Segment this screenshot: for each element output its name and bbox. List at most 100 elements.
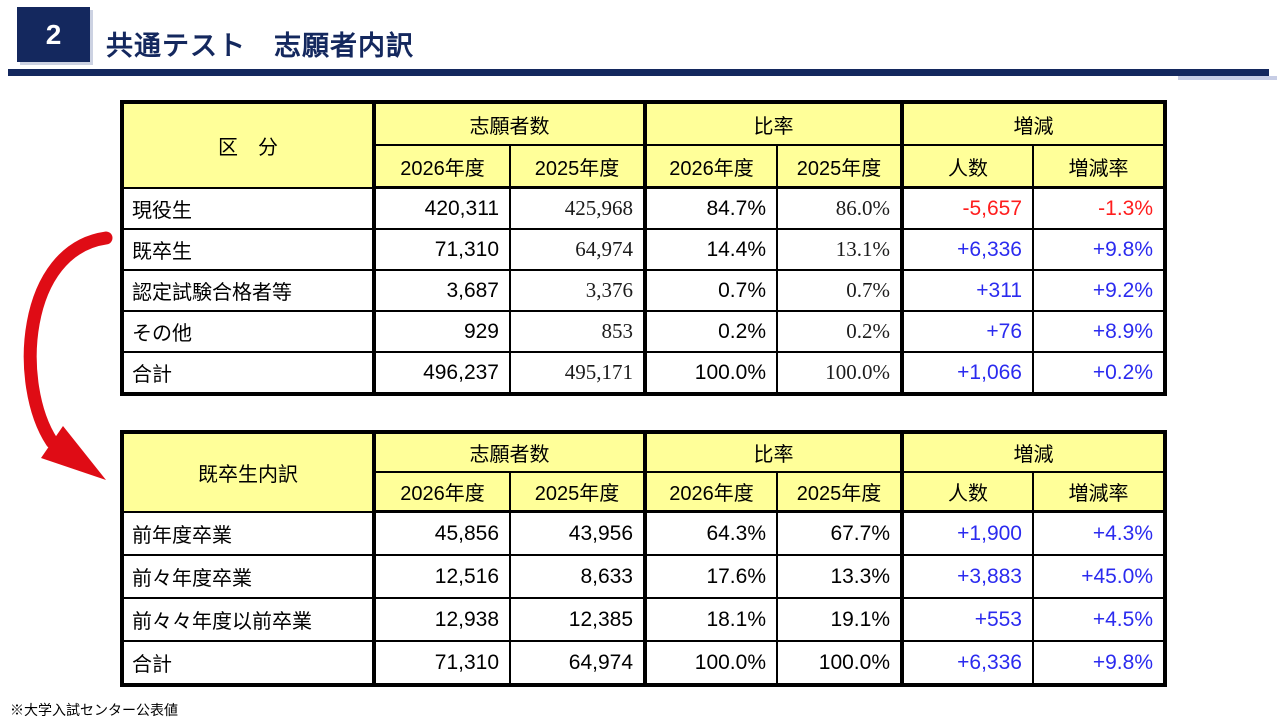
col-header-applicants-2026: 2026年度 <box>372 471 511 513</box>
cell-change-count: +6,336 <box>900 640 1034 686</box>
graduates-breakdown-table: 既卒生内訳 志願者数 比率 増減 2026年度 2025年度 2026年度 20… <box>120 430 1167 687</box>
applicants-table: 区 分 志願者数 比率 増減 2026年度 2025年度 2026年度 2025… <box>120 100 1167 396</box>
cell-applicants-2026: 929 <box>372 310 511 353</box>
col-header-ratio-2025: 2025年度 <box>776 471 903 513</box>
cell-category: 認定試験合格者等 <box>121 269 375 312</box>
cell-change-rate: +8.9% <box>1032 310 1166 353</box>
col-header-change-count: 人数 <box>900 471 1034 513</box>
table-row: 前々々年度以前卒業 12,938 12,385 18.1% 19.1% +553… <box>121 597 1166 642</box>
col-group-applicants: 志願者数 <box>372 431 646 473</box>
title-rule-accent <box>1178 76 1277 80</box>
cell-ratio-2025: 0.7% <box>776 269 903 312</box>
cell-applicants-2026: 71,310 <box>372 228 511 271</box>
cell-applicants-2025: 12,385 <box>509 597 646 642</box>
cell-applicants-2026: 420,311 <box>372 186 511 230</box>
cell-applicants-2026: 12,938 <box>372 597 511 642</box>
cell-ratio-2026: 17.6% <box>643 554 778 599</box>
cell-ratio-2026: 14.4% <box>643 228 778 271</box>
table-header-group-row: 既卒生内訳 志願者数 比率 増減 <box>121 431 1166 513</box>
cell-change-count: -5,657 <box>900 186 1034 230</box>
cell-category: 合計 <box>121 640 375 686</box>
cell-ratio-2025: 86.0% <box>776 186 903 230</box>
cell-change-count: +1,900 <box>900 510 1034 556</box>
cell-change-rate: +9.8% <box>1032 228 1166 271</box>
cell-ratio-2025: 100.0% <box>776 351 903 395</box>
col-header-change-count: 人数 <box>900 144 1034 189</box>
cell-change-rate: +9.8% <box>1032 640 1166 686</box>
cell-change-rate: +9.2% <box>1032 269 1166 312</box>
cell-ratio-2026: 0.2% <box>643 310 778 353</box>
col-group-applicants: 志願者数 <box>372 101 646 146</box>
table-header-group-row: 区 分 志願者数 比率 増減 <box>121 101 1166 189</box>
cell-applicants-2025: 8,633 <box>509 554 646 599</box>
cell-applicants-2026: 71,310 <box>372 640 511 686</box>
table-header-sub-row: 2026年度 2025年度 2026年度 2025年度 人数 増減率 <box>122 471 1166 513</box>
cell-category: 合計 <box>121 351 375 395</box>
cell-change-count: +553 <box>900 597 1034 642</box>
curved-arrow-icon <box>23 231 113 480</box>
cell-ratio-2026: 0.7% <box>643 269 778 312</box>
table-row: 認定試験合格者等 3,687 3,376 0.7% 0.7% +311 +9.2… <box>121 269 1166 312</box>
cell-change-rate: -1.3% <box>1032 186 1166 230</box>
col-header-applicants-2025: 2025年度 <box>509 144 646 189</box>
cell-ratio-2025: 19.1% <box>776 597 903 642</box>
col-header-change-rate: 増減率 <box>1032 144 1166 189</box>
cell-ratio-2026: 100.0% <box>643 351 778 395</box>
cell-applicants-2025: 3,376 <box>509 269 646 312</box>
cell-ratio-2026: 100.0% <box>643 640 778 686</box>
col-group-change: 増減 <box>900 101 1166 146</box>
cell-category: その他 <box>121 310 375 353</box>
col-header-ratio-2026: 2026年度 <box>643 144 778 189</box>
cell-change-count: +311 <box>900 269 1034 312</box>
col-header-ratio-2025: 2025年度 <box>776 144 903 189</box>
table-row: その他 929 853 0.2% 0.2% +76 +8.9% <box>121 310 1166 353</box>
cell-ratio-2025: 13.3% <box>776 554 903 599</box>
col-group-ratio: 比率 <box>643 431 903 473</box>
cell-ratio-2025: 0.2% <box>776 310 903 353</box>
table-row: 現役生 420,311 425,968 84.7% 86.0% -5,657 -… <box>121 186 1166 230</box>
cell-ratio-2026: 18.1% <box>643 597 778 642</box>
cell-applicants-2026: 12,516 <box>372 554 511 599</box>
col-header-applicants-2025: 2025年度 <box>509 471 646 513</box>
cell-applicants-2026: 496,237 <box>372 351 511 395</box>
col-header-ratio-2026: 2026年度 <box>643 471 778 513</box>
col-group-change: 増減 <box>900 431 1166 473</box>
cell-change-count: +3,883 <box>900 554 1034 599</box>
cell-applicants-2025: 425,968 <box>509 186 646 230</box>
table-row: 前年度卒業 45,856 43,956 64.3% 67.7% +1,900 +… <box>121 510 1166 556</box>
footnote: ※大学入試センター公表値 <box>10 702 178 718</box>
cell-change-count: +1,066 <box>900 351 1034 395</box>
corner-header-category: 区 分 <box>121 101 375 189</box>
table-header-sub-row: 2026年度 2025年度 2026年度 2025年度 人数 増減率 <box>122 144 1166 189</box>
cell-applicants-2025: 64,974 <box>509 640 646 686</box>
table-row: 前々年度卒業 12,516 8,633 17.6% 13.3% +3,883 +… <box>121 554 1166 599</box>
cell-ratio-2026: 84.7% <box>643 186 778 230</box>
section-number-badge: 2 <box>17 7 90 62</box>
cell-applicants-2026: 3,687 <box>372 269 511 312</box>
cell-category: 前々々年度以前卒業 <box>121 597 375 642</box>
cell-ratio-2026: 64.3% <box>643 510 778 556</box>
cell-change-rate: +0.2% <box>1032 351 1166 395</box>
cell-change-count: +6,336 <box>900 228 1034 271</box>
cell-applicants-2026: 45,856 <box>372 510 511 556</box>
table-row-total: 合計 71,310 64,974 100.0% 100.0% +6,336 +9… <box>121 640 1166 686</box>
col-group-ratio: 比率 <box>643 101 903 146</box>
cell-ratio-2025: 67.7% <box>776 510 903 556</box>
cell-applicants-2025: 495,171 <box>509 351 646 395</box>
corner-header-graduates: 既卒生内訳 <box>121 431 375 513</box>
cell-ratio-2025: 13.1% <box>776 228 903 271</box>
cell-category: 現役生 <box>121 186 375 230</box>
cell-category: 前年度卒業 <box>121 510 375 556</box>
cell-applicants-2025: 43,956 <box>509 510 646 556</box>
cell-change-rate: +45.0% <box>1032 554 1166 599</box>
cell-change-rate: +4.3% <box>1032 510 1166 556</box>
cell-applicants-2025: 853 <box>509 310 646 353</box>
cell-applicants-2025: 64,974 <box>509 228 646 271</box>
cell-ratio-2025: 100.0% <box>776 640 903 686</box>
cell-category: 前々年度卒業 <box>121 554 375 599</box>
col-header-change-rate: 増減率 <box>1032 471 1166 513</box>
cell-category: 既卒生 <box>121 228 375 271</box>
col-header-applicants-2026: 2026年度 <box>372 144 511 189</box>
table-row: 既卒生 71,310 64,974 14.4% 13.1% +6,336 +9.… <box>121 228 1166 271</box>
